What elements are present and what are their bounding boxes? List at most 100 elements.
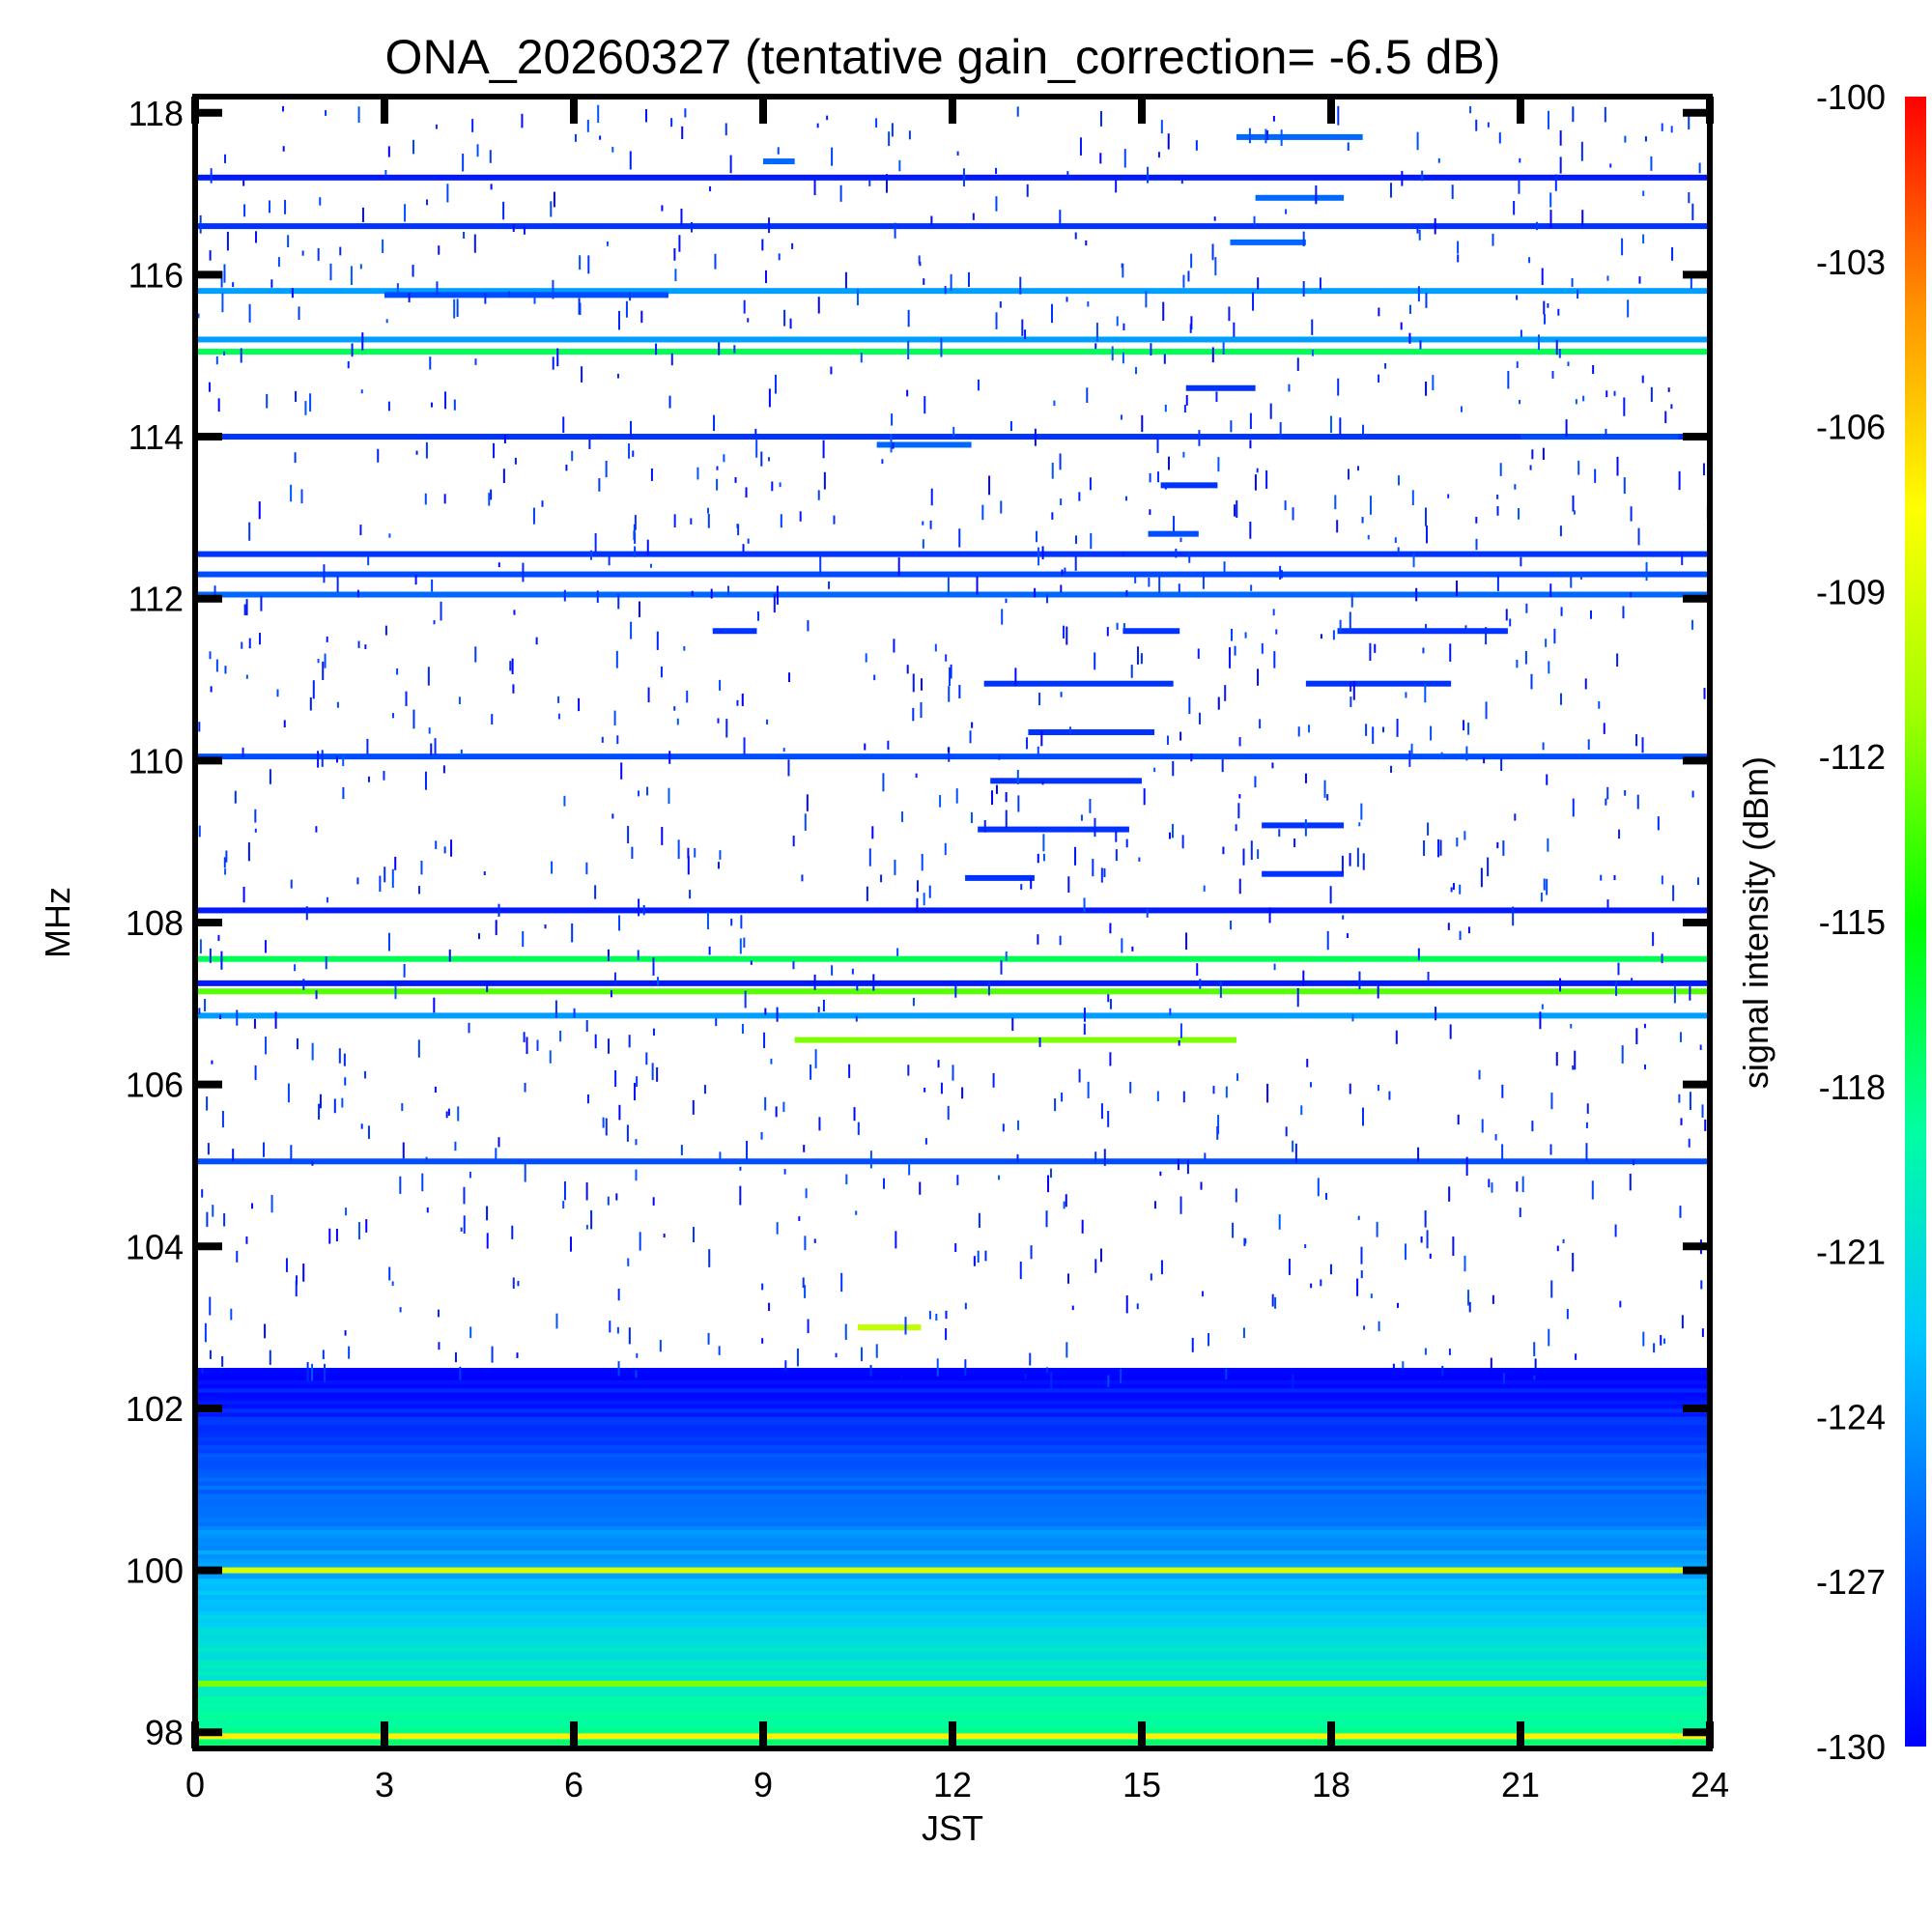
noise-floor-strip [195, 1448, 1710, 1454]
noise-speckle [804, 1285, 807, 1298]
noise-speckle [601, 736, 604, 743]
noise-speckle [287, 1083, 290, 1103]
noise-speckle [921, 853, 923, 871]
noise-speckle [1180, 179, 1183, 185]
noise-speckle [807, 620, 810, 632]
noise-speckle [1627, 299, 1630, 318]
signal-band [195, 955, 1710, 962]
noise-speckle [1374, 643, 1377, 653]
noise-speckle [524, 1082, 526, 1093]
noise-speckle [336, 576, 339, 593]
noise-speckle [1094, 817, 1096, 838]
noise-speckle [424, 771, 427, 790]
noise-speckle [1545, 639, 1548, 647]
noise-speckle [1642, 1331, 1645, 1347]
noise-speckle [431, 579, 434, 592]
noise-speckle [631, 846, 634, 859]
noise-speckle [1078, 1068, 1081, 1083]
noise-floor-strip [195, 1647, 1710, 1652]
noise-speckle [1121, 938, 1123, 953]
noise-speckle [418, 886, 421, 895]
noise-speckle [1019, 1261, 1022, 1280]
noise-speckle [1369, 496, 1372, 515]
noise-speckle [1533, 1342, 1536, 1356]
noise-speckle [783, 1169, 786, 1175]
noise-speckle [908, 1159, 911, 1176]
noise-speckle [1699, 1044, 1702, 1050]
noise-speckle [209, 250, 212, 261]
noise-speckle [1065, 1342, 1068, 1358]
noise-speckle [1537, 334, 1540, 351]
noise-speckle [1498, 132, 1501, 144]
noise-speckle [1502, 840, 1505, 856]
noise-speckle [1179, 1196, 1182, 1214]
noise-speckle [760, 451, 763, 467]
noise-speckle [220, 270, 223, 288]
noise-speckle [1330, 415, 1333, 434]
noise-speckle [1131, 946, 1134, 952]
noise-speckle [948, 686, 951, 702]
noise-speckle [206, 1211, 209, 1228]
noise-speckle [1432, 375, 1435, 391]
noise-speckle [1143, 788, 1146, 806]
noise-speckle [954, 982, 957, 998]
noise-speckle [1641, 375, 1644, 384]
intermittent-signal [1185, 384, 1256, 391]
noise-speckle [1041, 780, 1044, 785]
noise-speckle [1357, 466, 1360, 471]
noise-speckle [463, 1215, 466, 1234]
noise-speckle [1051, 462, 1054, 479]
noise-speckle [221, 1110, 224, 1128]
noise-speckle [1171, 823, 1174, 838]
noise-speckle [956, 1175, 959, 1185]
noise-speckle [459, 1366, 462, 1380]
noise-speckle [1549, 583, 1552, 597]
noise-speckle [1558, 349, 1561, 358]
noise-speckle [426, 199, 429, 206]
noise-speckle [1520, 556, 1522, 567]
noise-speckle [972, 213, 975, 220]
noise-speckle [1661, 875, 1663, 885]
noise-speckle [1182, 1091, 1185, 1103]
noise-speckle [1573, 510, 1576, 515]
noise-speckle [1191, 1337, 1194, 1352]
noise-speckle [438, 1342, 440, 1350]
noise-speckle [1188, 696, 1191, 715]
noise-speckle [1156, 437, 1159, 453]
noise-speckle [629, 151, 632, 170]
noise-speckle [1360, 1270, 1363, 1279]
noise-speckle [1581, 210, 1584, 226]
noise-speckle [468, 1022, 470, 1034]
noise-speckle [508, 291, 511, 298]
noise-speckle [944, 842, 947, 856]
noise-speckle [642, 904, 645, 916]
noise-speckle [283, 720, 286, 727]
noise-speckle [1518, 179, 1520, 194]
noise-speckle [804, 813, 807, 831]
noise-speckle [319, 1094, 322, 1109]
noise-floor-strip [195, 1643, 1710, 1648]
noise-speckle [920, 701, 923, 719]
noise-speckle [557, 713, 560, 720]
noise-speckle [761, 1283, 764, 1291]
noise-floor-strip [195, 1518, 1710, 1522]
noise-speckle [1512, 906, 1515, 926]
noise-speckle [402, 1142, 405, 1159]
noise-speckle [1410, 743, 1413, 758]
noise-speckle [864, 743, 867, 751]
noise-speckle [1329, 1264, 1332, 1275]
noise-speckle [1319, 277, 1321, 291]
noise-speckle [1320, 634, 1322, 639]
noise-speckle [652, 1028, 655, 1036]
noise-speckle [1585, 1122, 1588, 1128]
noise-speckle [408, 293, 411, 302]
noise-speckle [1304, 773, 1307, 783]
noise-speckle [1229, 654, 1232, 668]
noise-speckle [893, 639, 895, 653]
noise-speckle [1065, 297, 1068, 302]
noise-speckle [399, 1307, 402, 1313]
noise-speckle [563, 1180, 566, 1201]
noise-speckle [1424, 507, 1427, 526]
noise-speckle [1629, 1174, 1632, 1191]
noise-speckle [1086, 387, 1089, 403]
